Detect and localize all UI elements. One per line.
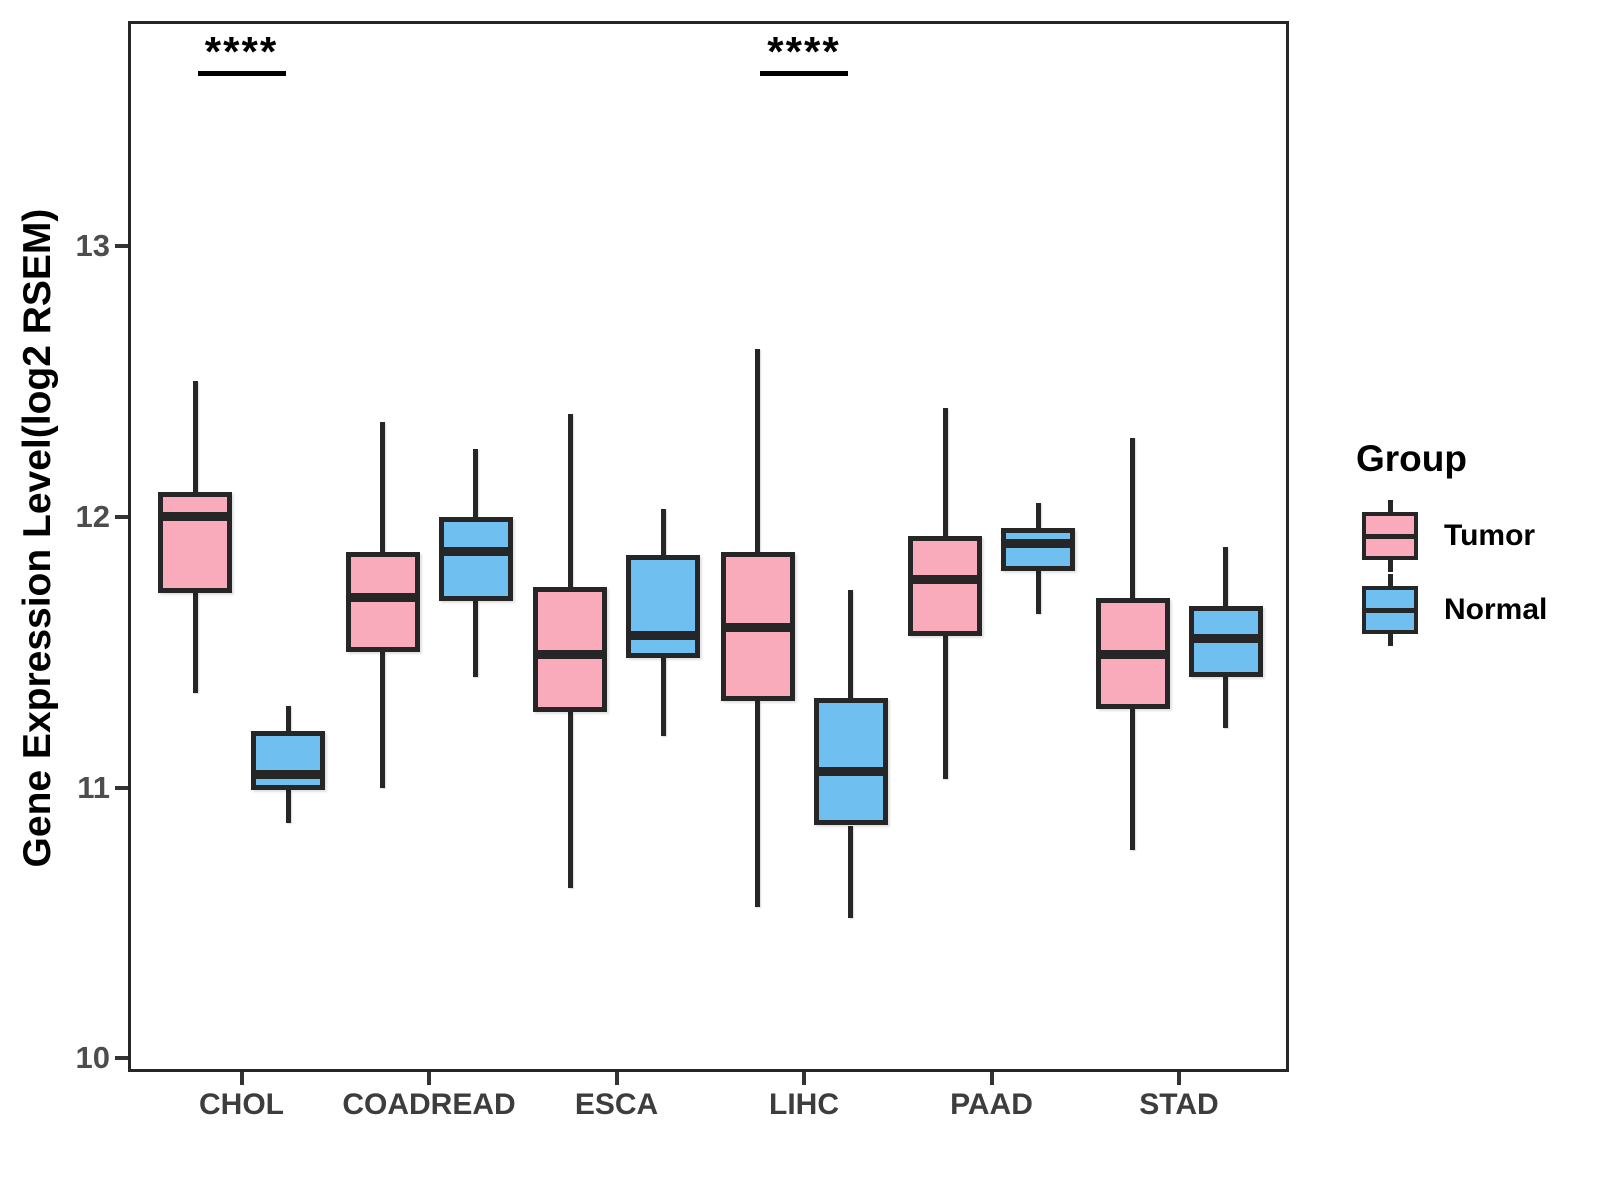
y-axis-tick-label: 12 [75,498,110,534]
y-axis-tick [115,785,128,790]
y-axis-title: Gene Expression Level(log2 RSEM) [16,208,59,868]
tumor-upper-whisker [380,421,385,552]
normal-upper-whisker [660,508,666,555]
x-axis-tick-label: CHOL [199,1088,284,1121]
tumor-box-esca [533,587,607,712]
normal-upper-whisker [1223,546,1228,607]
tumor-median-line [908,574,982,584]
significance-stars-chol: **** [204,28,279,75]
normal-boxplot-key-icon [1362,574,1418,646]
tumor-median-line [158,512,232,522]
x-axis-tick [802,1072,806,1085]
x-axis-tick-label: LIHC [769,1088,839,1121]
x-axis-tick-label: PAAD [950,1088,1033,1121]
normal-box-paad [1001,527,1075,571]
tumor-lower-whisker [942,635,948,780]
normal-box-chol [251,730,325,791]
normal-median-line [626,631,700,641]
y-axis-tick [115,514,128,519]
key-median [1362,607,1418,613]
y-axis-tick-label: 13 [75,227,110,263]
tumor-lower-whisker [567,711,573,888]
x-axis-tick [989,1072,994,1085]
tumor-median-line [533,650,607,660]
legend-label-normal: Normal [1444,593,1548,626]
normal-upper-whisker [1035,503,1041,528]
significance-bar-chol [197,71,286,76]
tumor-lower-whisker [755,700,760,907]
normal-median-line [1001,539,1075,549]
tumor-box-paad [908,535,982,636]
legend-title: Group [1356,438,1467,479]
normal-upper-whisker [473,448,478,517]
normal-lower-whisker [473,600,478,677]
x-axis-tick-label: STAD [1139,1088,1219,1121]
legend-entry-normal: Normal [1362,574,1590,646]
tumor-upper-whisker [755,348,760,552]
plot-panel [128,21,1289,1072]
y-axis-tick [115,243,128,248]
normal-box-esca [626,554,700,658]
normal-median-line [813,766,888,776]
y-axis-tick-label: 10 [75,1040,110,1076]
normal-lower-whisker [1035,570,1041,615]
tumor-upper-whisker [942,408,948,536]
normal-lower-whisker [285,790,291,823]
x-axis-tick [614,1072,619,1085]
tumor-upper-whisker [1130,438,1135,598]
tumor-upper-whisker [192,381,198,493]
y-axis-tick [115,1056,128,1061]
tumor-lower-whisker [380,652,385,788]
x-axis-tick [427,1072,431,1085]
legend: Group Tumor Normal [1330,438,1590,648]
tumor-box-chol [158,492,232,593]
tumor-upper-whisker [567,413,573,588]
normal-upper-whisker [848,589,853,699]
x-axis-tick-label: ESCA [574,1088,659,1121]
normal-median-line [438,547,513,557]
normal-box-coadread [438,516,513,601]
tumor-boxplot-key-icon [1362,500,1418,572]
x-axis-tick [1177,1072,1181,1085]
tumor-lower-whisker [192,592,198,693]
normal-lower-whisker [660,657,666,737]
normal-lower-whisker [848,825,853,918]
tumor-median-line [345,593,420,603]
legend-entry-tumor: Tumor [1362,500,1590,572]
tumor-median-line [1095,650,1170,660]
tumor-median-line [720,623,795,633]
y-axis-tick-label: 11 [77,769,110,805]
normal-lower-whisker [1223,676,1228,728]
normal-box-lihc [813,698,888,826]
normal-upper-whisker [285,706,291,731]
x-axis-tick-label: COADREAD [342,1088,516,1121]
x-axis-tick [239,1072,244,1085]
key-median [1362,533,1418,539]
significance-stars-lihc: **** [767,28,841,75]
normal-median-line [1188,634,1263,644]
legend-label-tumor: Tumor [1444,519,1536,552]
normal-median-line [251,769,325,779]
tumor-lower-whisker [1130,709,1135,850]
significance-bar-lihc [760,71,848,76]
